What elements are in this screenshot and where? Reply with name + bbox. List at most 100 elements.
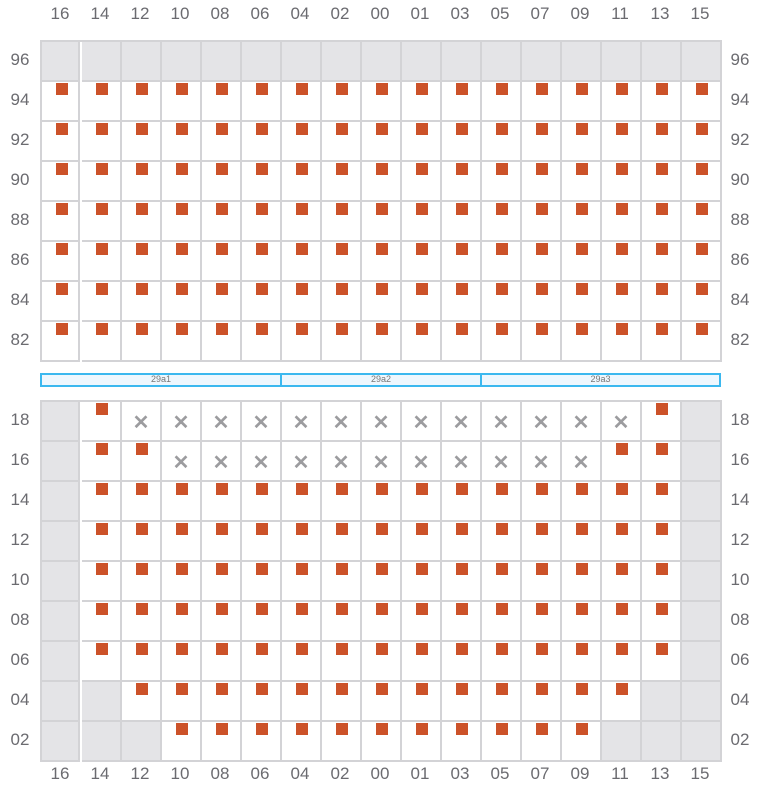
occupied-cell[interactable]: [202, 122, 242, 162]
occupied-cell[interactable]: [282, 82, 322, 122]
occupied-cell[interactable]: [442, 562, 482, 602]
occupied-cell[interactable]: [282, 482, 322, 522]
occupied-cell[interactable]: [82, 602, 122, 642]
occupied-cell[interactable]: [122, 162, 162, 202]
occupied-cell[interactable]: [682, 202, 722, 242]
occupied-cell[interactable]: [202, 162, 242, 202]
occupied-cell[interactable]: [402, 242, 442, 282]
occupied-cell[interactable]: [362, 722, 402, 762]
occupied-cell[interactable]: [482, 322, 522, 362]
occupied-cell[interactable]: [282, 242, 322, 282]
occupied-cell[interactable]: [322, 482, 362, 522]
occupied-cell[interactable]: [202, 242, 242, 282]
occupied-cell[interactable]: [202, 482, 242, 522]
blocked-cell[interactable]: ✕: [162, 442, 202, 482]
occupied-cell[interactable]: [482, 202, 522, 242]
occupied-cell[interactable]: [122, 482, 162, 522]
occupied-cell[interactable]: [482, 282, 522, 322]
occupied-cell[interactable]: [682, 282, 722, 322]
occupied-cell[interactable]: [242, 82, 282, 122]
occupied-cell[interactable]: [322, 82, 362, 122]
occupied-cell[interactable]: [562, 162, 602, 202]
occupied-cell[interactable]: [602, 282, 642, 322]
blocked-cell[interactable]: ✕: [162, 402, 202, 442]
occupied-cell[interactable]: [602, 202, 642, 242]
occupied-cell[interactable]: [602, 322, 642, 362]
occupied-cell[interactable]: [642, 482, 682, 522]
occupied-cell[interactable]: [42, 322, 80, 362]
occupied-cell[interactable]: [82, 642, 122, 682]
occupied-cell[interactable]: [82, 322, 122, 362]
occupied-cell[interactable]: [202, 642, 242, 682]
occupied-cell[interactable]: [282, 722, 322, 762]
occupied-cell[interactable]: [482, 602, 522, 642]
occupied-cell[interactable]: [162, 162, 202, 202]
occupied-cell[interactable]: [282, 202, 322, 242]
occupied-cell[interactable]: [642, 82, 682, 122]
occupied-cell[interactable]: [322, 162, 362, 202]
occupied-cell[interactable]: [442, 642, 482, 682]
occupied-cell[interactable]: [82, 522, 122, 562]
occupied-cell[interactable]: [162, 122, 202, 162]
occupied-cell[interactable]: [242, 162, 282, 202]
blocked-cell[interactable]: ✕: [362, 442, 402, 482]
occupied-cell[interactable]: [82, 202, 122, 242]
blocked-cell[interactable]: ✕: [442, 442, 482, 482]
occupied-cell[interactable]: [362, 242, 402, 282]
blocked-cell[interactable]: ✕: [522, 442, 562, 482]
occupied-cell[interactable]: [82, 482, 122, 522]
occupied-cell[interactable]: [162, 642, 202, 682]
occupied-cell[interactable]: [162, 722, 202, 762]
occupied-cell[interactable]: [562, 82, 602, 122]
blocked-cell[interactable]: ✕: [402, 402, 442, 442]
occupied-cell[interactable]: [122, 82, 162, 122]
occupied-cell[interactable]: [402, 482, 442, 522]
occupied-cell[interactable]: [122, 522, 162, 562]
occupied-cell[interactable]: [322, 682, 362, 722]
blocked-cell[interactable]: ✕: [442, 402, 482, 442]
occupied-cell[interactable]: [242, 642, 282, 682]
occupied-cell[interactable]: [202, 282, 242, 322]
occupied-cell[interactable]: [402, 602, 442, 642]
occupied-cell[interactable]: [362, 682, 402, 722]
occupied-cell[interactable]: [442, 322, 482, 362]
occupied-cell[interactable]: [442, 722, 482, 762]
occupied-cell[interactable]: [162, 322, 202, 362]
occupied-cell[interactable]: [242, 322, 282, 362]
occupied-cell[interactable]: [282, 522, 322, 562]
occupied-cell[interactable]: [642, 602, 682, 642]
occupied-cell[interactable]: [242, 482, 282, 522]
occupied-cell[interactable]: [402, 82, 442, 122]
occupied-cell[interactable]: [362, 202, 402, 242]
occupied-cell[interactable]: [642, 322, 682, 362]
occupied-cell[interactable]: [442, 202, 482, 242]
occupied-cell[interactable]: [82, 442, 122, 482]
occupied-cell[interactable]: [482, 642, 522, 682]
occupied-cell[interactable]: [162, 482, 202, 522]
occupied-cell[interactable]: [122, 562, 162, 602]
occupied-cell[interactable]: [642, 282, 682, 322]
occupied-cell[interactable]: [682, 82, 722, 122]
occupied-cell[interactable]: [402, 202, 442, 242]
occupied-cell[interactable]: [162, 82, 202, 122]
occupied-cell[interactable]: [482, 162, 522, 202]
occupied-cell[interactable]: [522, 562, 562, 602]
occupied-cell[interactable]: [402, 162, 442, 202]
occupied-cell[interactable]: [362, 522, 402, 562]
occupied-cell[interactable]: [322, 282, 362, 322]
occupied-cell[interactable]: [482, 562, 522, 602]
occupied-cell[interactable]: [642, 162, 682, 202]
occupied-cell[interactable]: [482, 522, 522, 562]
blocked-cell[interactable]: ✕: [282, 402, 322, 442]
occupied-cell[interactable]: [42, 162, 80, 202]
occupied-cell[interactable]: [322, 722, 362, 762]
occupied-cell[interactable]: [642, 522, 682, 562]
occupied-cell[interactable]: [682, 122, 722, 162]
occupied-cell[interactable]: [282, 602, 322, 642]
occupied-cell[interactable]: [162, 282, 202, 322]
blocked-cell[interactable]: ✕: [322, 442, 362, 482]
occupied-cell[interactable]: [242, 242, 282, 282]
occupied-cell[interactable]: [482, 722, 522, 762]
occupied-cell[interactable]: [362, 162, 402, 202]
occupied-cell[interactable]: [322, 602, 362, 642]
